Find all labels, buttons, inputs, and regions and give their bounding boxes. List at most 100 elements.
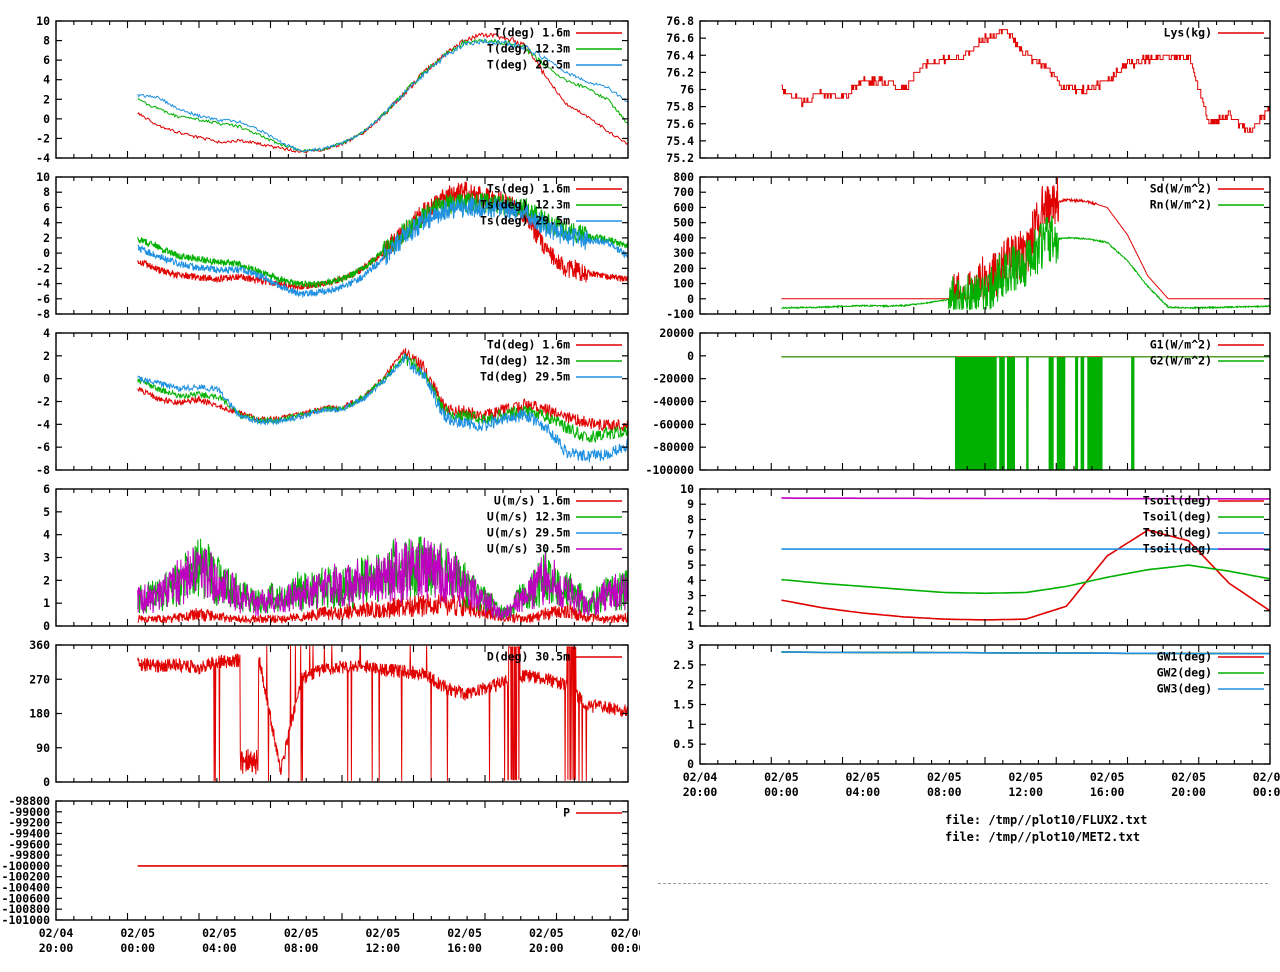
y-tick-label: 2 [43, 573, 50, 587]
legend-label: Tsoil(deg) [1143, 494, 1212, 508]
y-tick-label: -100000 [646, 463, 695, 477]
y-tick-label: -8 [36, 307, 50, 321]
y-tick-label: -99000 [8, 805, 50, 819]
y-tick-label: 3 [687, 638, 694, 652]
data-traces [781, 356, 1270, 470]
legend-label: U(m/s) 30.5m [487, 542, 570, 556]
y-tick-label: -100200 [2, 870, 51, 884]
footer-file2: file: /tmp//plot10/MET2.txt [945, 830, 1141, 844]
legend-label: Ts(deg) 12.3m [480, 198, 570, 212]
legend-label: D(deg) 30.5m [487, 650, 570, 664]
plot-panel-wind-direction: 0 90 180 270 360 D(deg) 30.5m [0, 631, 640, 796]
y-tick-label: 75.8 [666, 100, 694, 114]
legend-label: P [563, 806, 570, 820]
plot-svg-wind-speed: 0 1 2 3 4 5 6 U(m/s) 1.6m U(m/s) 12.3m U(m/s) 29.… [43, 482, 629, 633]
plot-panel-air-temperature: -4 -2 0 2 4 6 8 10 T(deg) 1.6m T(deg) 12.3m T(deg)… [0, 7, 640, 172]
y-tick-label: 2.5 [673, 658, 694, 672]
y-tick-label: 4 [43, 73, 50, 87]
y-tick-label: -100 [666, 307, 694, 321]
data-traces [137, 536, 628, 625]
x-tick-date: 02/05 [1171, 770, 1206, 784]
plot-panel-lysimeter: 75.2 75.4 75.6 75.8 76 76.2 76.4 76.6 76.8 Lys(kg… [0, 7, 1280, 172]
series-wind-speed-0 [137, 593, 628, 625]
legend-label: T(deg) 12.3m [487, 42, 570, 56]
plot-svg-ground-heat-flux: -100000 -80000 -60000 -40000 -20000 0 20000 G1(… [646, 326, 1271, 477]
y-tick-label: -2 [36, 261, 50, 275]
legend-label: Td(deg) 29.5m [480, 370, 570, 384]
y-tick-label: -100600 [2, 891, 51, 905]
y-tick-label: 7 [687, 528, 694, 542]
x-tick-time: 00:00 [611, 941, 640, 955]
series-radiation-0 [781, 177, 1270, 301]
data-traces [781, 29, 1270, 133]
x-tick-date: 02/05 [120, 926, 155, 940]
y-tick-label: 4 [43, 528, 50, 542]
x-tick-time: 20:00 [1171, 785, 1206, 799]
legend-label: Rn(W/m^2) [1150, 198, 1212, 212]
legend-label: Lys(kg) [1164, 26, 1212, 40]
x-tick-time: 16:00 [447, 941, 482, 955]
y-tick-label: 400 [673, 231, 694, 245]
x-tick-date: 02/05 [846, 770, 881, 784]
x-tick-date: 02/05 [529, 926, 564, 940]
y-tick-label: 0 [43, 372, 50, 386]
data-traces [781, 651, 1270, 655]
legend-label: GW1(deg) [1157, 650, 1212, 664]
legend-label: U(m/s) 29.5m [487, 526, 570, 540]
y-tick-label: 8 [43, 34, 50, 48]
y-tick-label: 2 [687, 678, 694, 692]
y-tick-label: 10 [36, 14, 50, 28]
y-tick-label: 300 [673, 246, 694, 260]
y-tick-label: 0 [43, 619, 50, 633]
data-traces [137, 32, 628, 154]
series-radiation-1 [781, 215, 1270, 310]
x-tick-time: 00:00 [764, 785, 799, 799]
x-tick-time: 12:00 [366, 941, 401, 955]
plot-panel-radiation: -100 0 100 200 300 400 500 600 700 800 Sd(W/m^2) Rn… [0, 163, 1280, 328]
x-tick-date: 02/05 [927, 770, 962, 784]
x-tick-time: 20:00 [529, 941, 564, 955]
x-tick-date: 02/05 [1090, 770, 1125, 784]
x-tick-time: 08:00 [284, 941, 319, 955]
y-tick-label: 6 [687, 543, 694, 557]
y-tick-label: 75.6 [666, 117, 694, 131]
y-tick-label: 2 [43, 92, 50, 106]
x-tick-date: 02/05 [447, 926, 482, 940]
x-tick-time: 16:00 [1090, 785, 1125, 799]
plot-svg-ground-water: 00.511.522.5302/0420:0002/0500:0002/0504… [673, 638, 1280, 799]
series-sonic-temperature-0 [137, 181, 628, 291]
y-tick-label: -99200 [8, 816, 50, 830]
y-tick-label: 0.5 [673, 737, 694, 751]
y-tick-label: 10 [680, 482, 694, 496]
y-tick-label: 76.8 [666, 14, 694, 28]
y-tick-label: 76.4 [666, 48, 694, 62]
legend-label: Tsoil(deg) [1143, 526, 1212, 540]
y-tick-label: 0 [687, 349, 694, 363]
y-tick-label: -98800 [8, 794, 50, 808]
data-traces [137, 181, 628, 298]
y-tick-label: -8 [36, 463, 50, 477]
y-tick-label: 700 [673, 185, 694, 199]
x-tick-date: 02/05 [1008, 770, 1043, 784]
series-ground-heat-flux-1 [781, 356, 1270, 470]
data-traces [781, 177, 1270, 310]
plot-panel-wind-speed: 0 1 2 3 4 5 6 U(m/s) 1.6m U(m/s) 12.3m U(m/s) 29.… [0, 475, 640, 640]
y-tick-label: 76.6 [666, 31, 694, 45]
y-tick-label: 4 [43, 326, 50, 340]
x-tick-time: 20:00 [39, 941, 74, 955]
y-tick-label: -101000 [2, 913, 51, 927]
series-soil-temperature-0 [781, 529, 1270, 621]
legend-label: G1(W/m^2) [1150, 338, 1212, 352]
y-tick-label: -6 [36, 440, 50, 454]
y-tick-label: 0 [43, 775, 50, 789]
y-tick-label: 180 [29, 707, 50, 721]
x-tick-time: 20:00 [683, 785, 718, 799]
y-tick-label: 76 [680, 83, 694, 97]
y-tick-label: 800 [673, 170, 694, 184]
y-tick-label: -99800 [8, 848, 50, 862]
legend-label: GW2(deg) [1157, 666, 1212, 680]
series-sonic-temperature-2 [137, 197, 628, 298]
